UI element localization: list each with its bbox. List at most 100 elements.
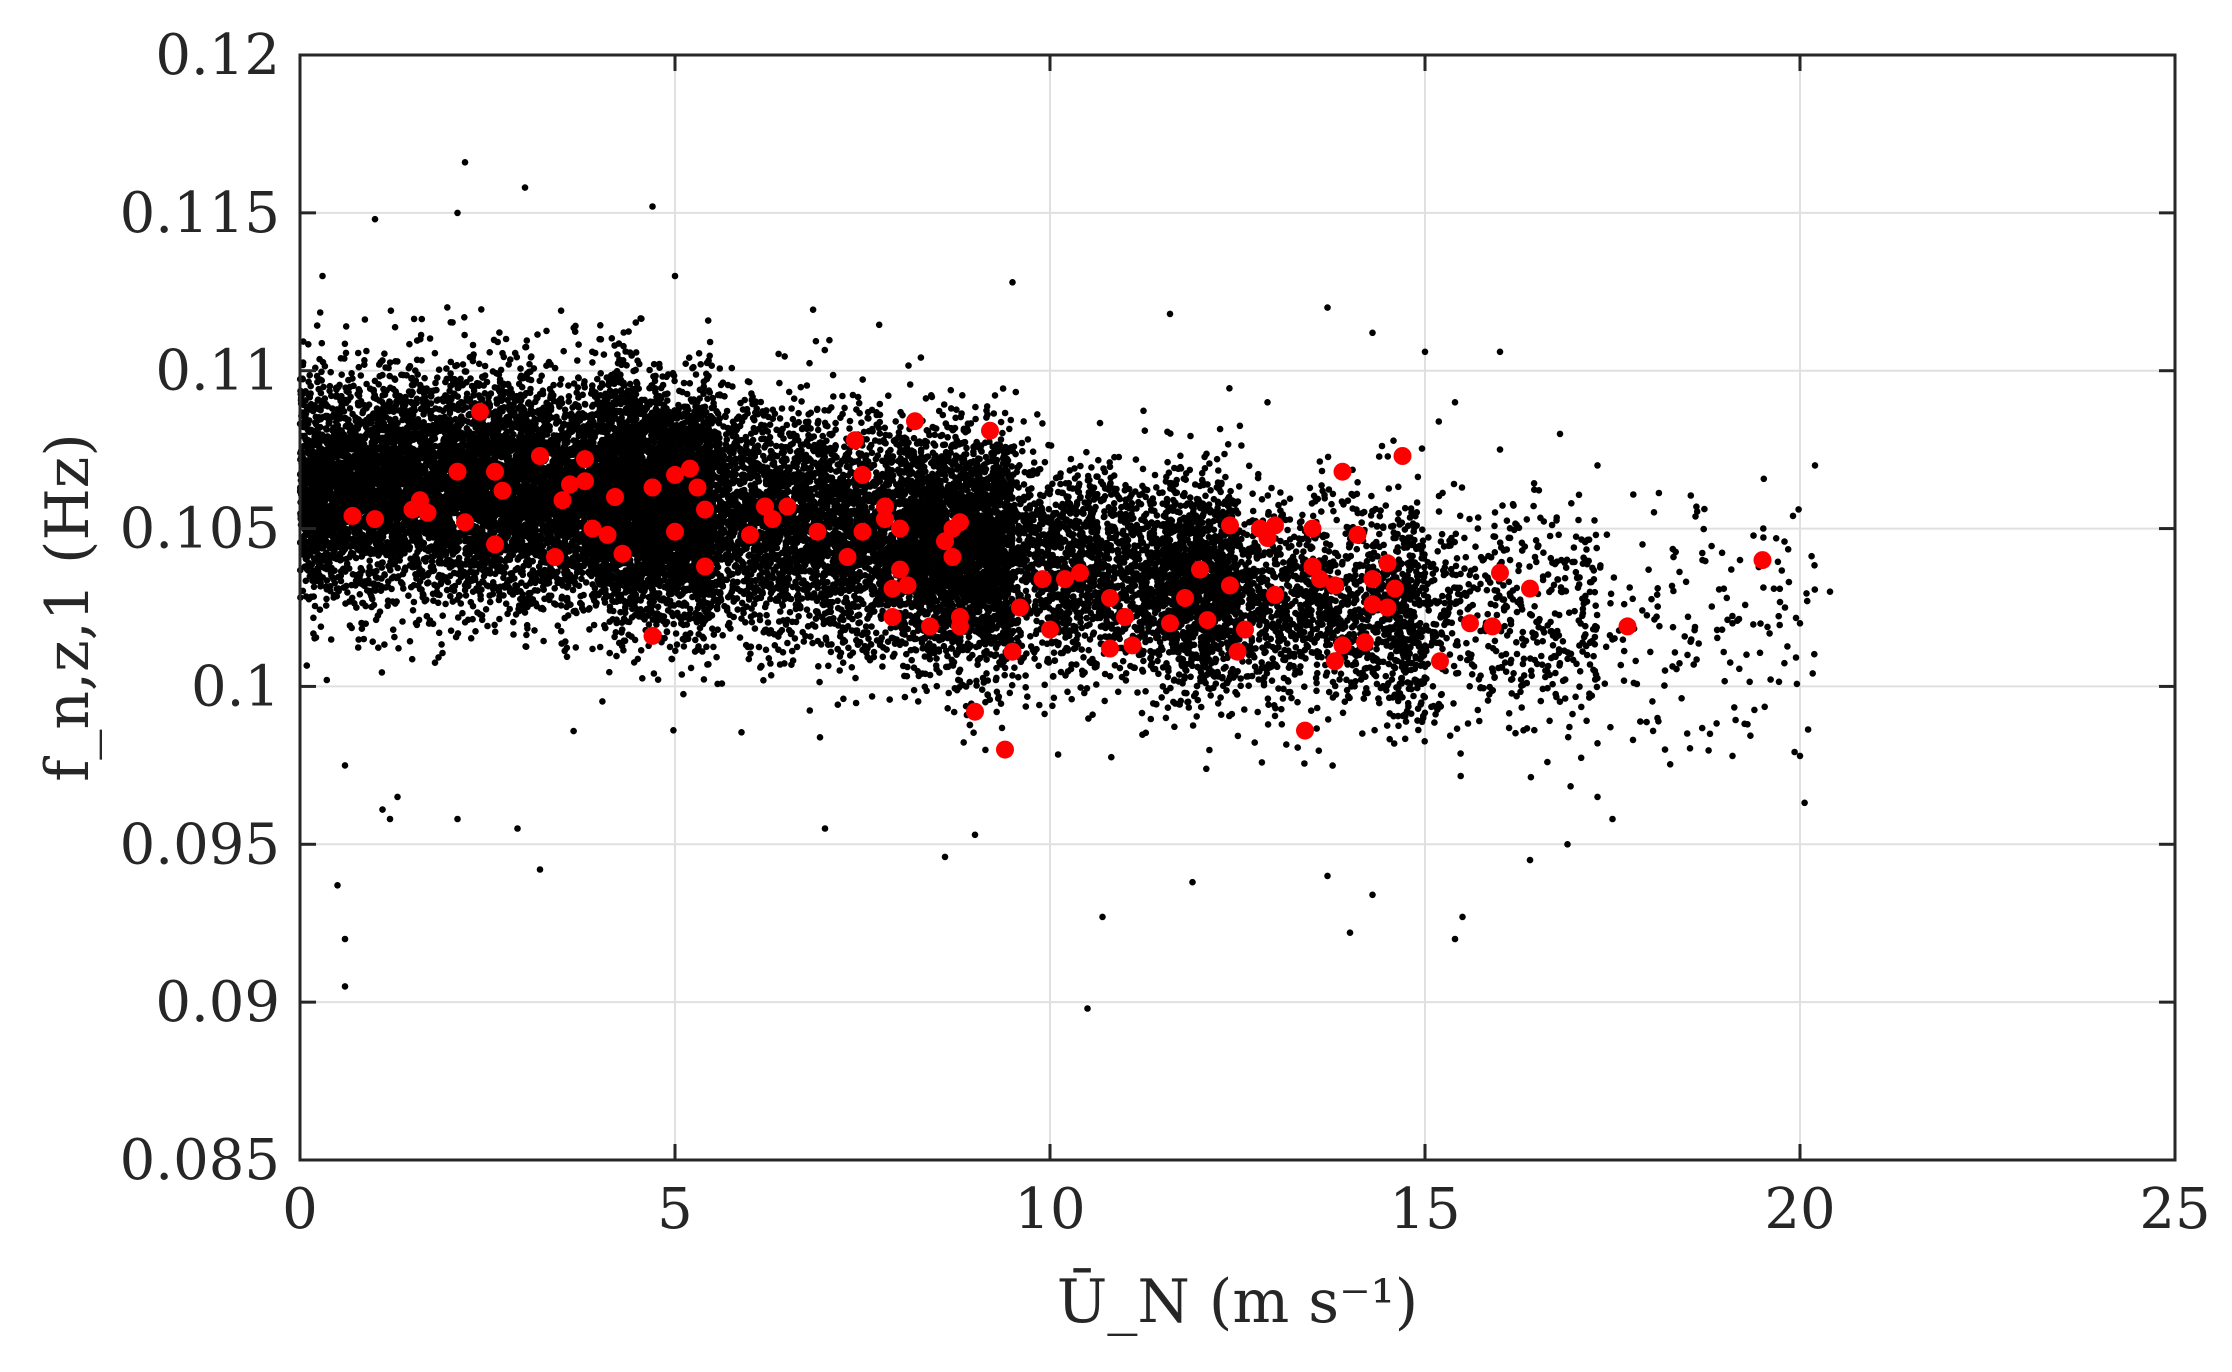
data-point — [1567, 783, 1574, 790]
data-point — [1330, 694, 1337, 701]
data-point — [954, 687, 961, 694]
data-point — [681, 643, 688, 650]
data-point — [859, 376, 866, 383]
data-point — [1187, 494, 1194, 501]
data-point — [1716, 586, 1723, 593]
data-point — [1023, 703, 1030, 710]
data-point — [1472, 566, 1479, 573]
data-point — [825, 641, 832, 648]
data-point — [1068, 696, 1075, 703]
data-point — [765, 619, 772, 626]
data-point — [1237, 423, 1244, 430]
data-point — [597, 644, 604, 651]
data-point — [784, 640, 791, 647]
data-point — [390, 626, 397, 633]
data-point — [606, 650, 613, 657]
data-point — [589, 359, 596, 366]
data-point — [343, 350, 350, 357]
data-point — [1236, 483, 1243, 490]
data-point — [1408, 686, 1415, 693]
data-point — [1647, 649, 1654, 656]
data-point — [767, 434, 774, 441]
data-point — [1528, 774, 1535, 781]
data-point — [1419, 445, 1426, 452]
data-point — [1345, 693, 1352, 700]
data-point — [448, 627, 455, 634]
data-point — [1571, 544, 1578, 551]
data-point — [1518, 704, 1525, 711]
data-point — [830, 393, 837, 400]
data-point — [1491, 523, 1498, 530]
data-point — [1083, 449, 1090, 456]
data-point — [1314, 705, 1321, 712]
data-point — [327, 369, 334, 376]
data-point — [1583, 546, 1590, 553]
data-point — [363, 348, 370, 355]
data-point — [1314, 661, 1321, 668]
data-point — [1683, 579, 1690, 586]
data-point — [1361, 695, 1368, 702]
data-point — [1336, 676, 1343, 683]
data-point — [1732, 717, 1739, 724]
data-point — [1222, 474, 1229, 481]
data-point — [1530, 503, 1537, 510]
data-point — [1022, 684, 1029, 691]
data-point — [1594, 612, 1601, 619]
data-point — [1375, 637, 1382, 644]
data-point — [1604, 531, 1611, 538]
data-point — [1034, 411, 1041, 418]
data-point — [1681, 633, 1688, 640]
data-point — [830, 372, 837, 379]
data-point — [1540, 577, 1547, 584]
data-point — [487, 599, 494, 606]
data-point — [1218, 711, 1225, 718]
data-point — [767, 421, 774, 428]
data-point — [1238, 442, 1245, 449]
data-point — [1250, 508, 1257, 515]
data-point — [1621, 677, 1628, 684]
data-point — [1215, 467, 1222, 474]
data-point — [1081, 690, 1088, 697]
data-point — [1221, 451, 1228, 458]
data-point — [1684, 730, 1691, 737]
data-point — [915, 698, 922, 705]
data-point — [570, 587, 577, 594]
data-point — [1743, 651, 1750, 658]
data-point — [918, 354, 925, 361]
data-point — [1526, 563, 1533, 570]
data-point — [908, 657, 915, 664]
data-point — [1786, 579, 1793, 586]
data-point — [1804, 598, 1811, 605]
data-point — [319, 340, 326, 347]
data-point — [804, 606, 811, 613]
data-point — [317, 309, 324, 316]
data-point — [679, 671, 686, 678]
data-point — [1583, 718, 1590, 725]
data-point — [1049, 703, 1056, 710]
data-point — [1506, 725, 1513, 732]
data-point — [1506, 710, 1513, 717]
data-point — [948, 387, 955, 394]
data-point — [960, 739, 967, 746]
data-point — [328, 636, 335, 643]
data-point — [1265, 701, 1272, 708]
data-point — [1215, 700, 1222, 707]
data-point — [570, 728, 577, 735]
data-point — [304, 662, 311, 669]
data-point — [1001, 672, 1008, 679]
data-point — [531, 627, 538, 634]
data-point — [998, 419, 1005, 426]
data-point — [1354, 546, 1361, 553]
data-point — [846, 425, 853, 432]
data-point — [804, 382, 811, 389]
data-point — [1507, 557, 1514, 564]
data-point — [1198, 704, 1205, 711]
data-point — [550, 382, 557, 389]
data-point — [1621, 601, 1628, 608]
data-point — [1214, 456, 1221, 463]
data-point — [601, 351, 608, 358]
data-point — [1560, 678, 1567, 685]
data-point — [355, 350, 362, 357]
data-point — [1093, 681, 1100, 688]
